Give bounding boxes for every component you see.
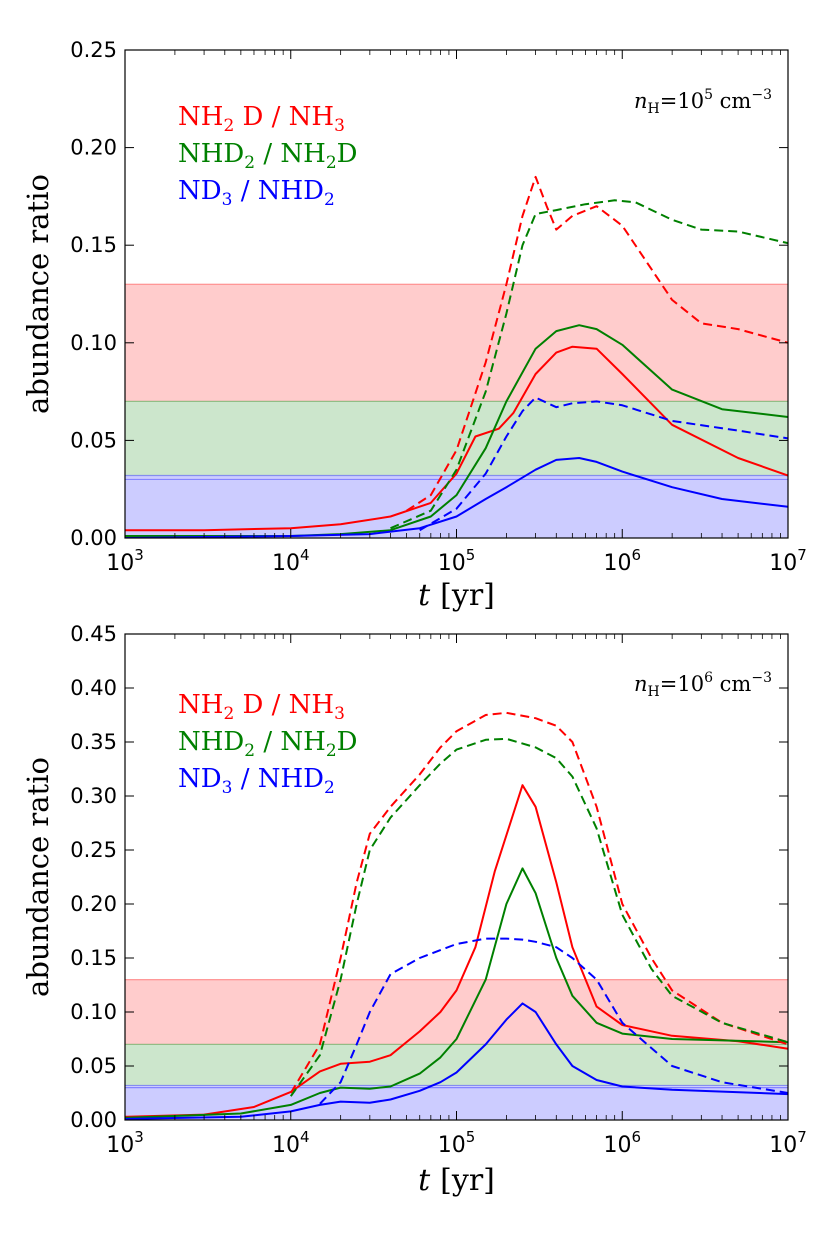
series-line-nd3-nhd2 (125, 457, 788, 538)
y-tick-label: 0.30 (70, 784, 117, 808)
x-tick-label: 103 (106, 1128, 144, 1158)
series-line-nhd2-nh2d (125, 867, 788, 1119)
chart-panel-2: 103 104 105 106 107 0.00 0.05 0.10 0.15 0.20 0.25 0… (21, 622, 807, 1198)
y-tick-label: 0.10 (70, 331, 117, 355)
y-tick-label: 0.20 (70, 136, 117, 160)
legend-entry: NHD2 / NH2D (178, 139, 358, 173)
legend-entry: NH2 D / NH3 (178, 102, 345, 136)
x-tick-label: 105 (438, 1128, 476, 1158)
y-tick-label: 0.25 (70, 38, 117, 62)
density-annotation: nH=105 cm−3 (634, 87, 772, 117)
x-tick-label: 104 (272, 546, 310, 576)
legend-entry: NHD2 / NH2D (178, 727, 358, 761)
observed-range-band (125, 475, 788, 480)
series-group (125, 175, 788, 538)
x-tick-label: 107 (769, 1128, 807, 1158)
density-annotation: nH=106 cm−3 (634, 670, 772, 700)
chart-panel-1: 103 104 105 106 107 0.00 0.05 0.10 0.15 0.20 0.25 t… (21, 38, 807, 613)
y-tick-label: 0.15 (70, 233, 117, 257)
y-tick-label: 0.25 (70, 838, 117, 862)
series-line-nd3-nhd2-dashed (419, 396, 788, 532)
legend-entry: ND3 / NHD2 (178, 176, 335, 210)
y-tick-label: 0.00 (70, 1108, 117, 1132)
y-tick-label: 0.05 (70, 1054, 117, 1078)
observed-range-band (125, 1044, 788, 1086)
y-tick-label: 0.10 (70, 1000, 117, 1024)
y-tick-label: 0.40 (70, 676, 117, 700)
x-tick-label: 104 (272, 1128, 310, 1158)
x-tick-label: 106 (603, 546, 641, 576)
y-tick-label: 0.05 (70, 428, 117, 452)
legend-entry: ND3 / NHD2 (178, 764, 335, 798)
series-line-nh2d-nh3 (125, 345, 788, 532)
y-axis-label: abundance ratio (21, 757, 55, 997)
series-line-nhd2-nh2d-dashed (390, 199, 788, 530)
x-axis-label: t [yr] (418, 578, 495, 613)
x-tick-label: 106 (603, 1128, 641, 1158)
y-tick-label: 0.20 (70, 892, 117, 916)
series-line-nh2d-nh3-dashed (406, 175, 788, 512)
series-line-nh2d-nh3 (125, 784, 788, 1118)
observed-range-band (125, 284, 788, 402)
y-tick-label: 0.35 (70, 730, 117, 754)
legend-entry: NH2 D / NH3 (178, 690, 345, 724)
series-line-nh2d-nh3-dashed (289, 711, 788, 1094)
series-group (125, 711, 788, 1120)
series-line-nd3-nhd2 (125, 1002, 788, 1120)
y-tick-label: 0.45 (70, 622, 117, 646)
y-tick-label: 0.00 (70, 526, 117, 550)
series-line-nhd2-nh2d-dashed (289, 737, 788, 1097)
series-line-nhd2-nh2d (125, 324, 788, 537)
x-tick-label: 107 (769, 546, 807, 576)
y-tick-label: 0.15 (70, 946, 117, 970)
x-axis-label: t [yr] (418, 1163, 495, 1198)
observed-range-band (125, 401, 788, 476)
y-axis-label: abundance ratio (21, 174, 55, 414)
x-tick-label: 105 (438, 546, 476, 576)
series-line-nd3-nhd2-dashed (319, 937, 788, 1105)
x-tick-label: 103 (106, 546, 144, 576)
observed-range-band (125, 1085, 788, 1088)
